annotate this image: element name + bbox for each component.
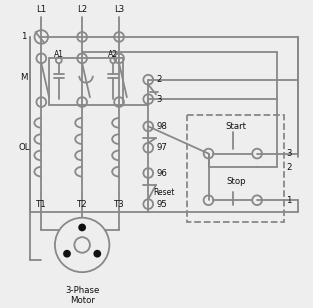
Text: 1: 1 xyxy=(21,32,27,42)
Circle shape xyxy=(55,218,109,272)
Text: A2: A2 xyxy=(108,50,118,59)
Text: L1: L1 xyxy=(36,5,46,14)
Text: A1: A1 xyxy=(54,50,64,59)
Text: T1: T1 xyxy=(36,200,47,209)
Text: 96: 96 xyxy=(156,168,167,177)
Text: Start: Start xyxy=(225,122,246,131)
Text: OL: OL xyxy=(18,143,29,152)
Bar xyxy=(187,115,284,222)
Text: 98: 98 xyxy=(156,122,167,131)
Text: L2: L2 xyxy=(77,5,87,14)
Bar xyxy=(49,58,123,105)
Text: 3: 3 xyxy=(286,149,292,158)
Text: 2: 2 xyxy=(156,75,162,84)
Text: 3: 3 xyxy=(156,95,162,104)
Text: T2: T2 xyxy=(77,200,88,209)
Circle shape xyxy=(78,224,86,231)
Text: M: M xyxy=(20,73,28,82)
Text: 3-Phase
Motor: 3-Phase Motor xyxy=(65,286,99,305)
Circle shape xyxy=(63,250,71,257)
Text: T3: T3 xyxy=(114,200,125,209)
Circle shape xyxy=(93,250,101,257)
Text: Stop: Stop xyxy=(226,177,245,186)
Text: 1: 1 xyxy=(286,196,292,205)
Text: 97: 97 xyxy=(156,143,167,152)
Text: L3: L3 xyxy=(114,5,124,14)
Text: 2: 2 xyxy=(286,163,292,172)
Text: Reset: Reset xyxy=(153,188,174,197)
Text: 95: 95 xyxy=(156,200,167,209)
